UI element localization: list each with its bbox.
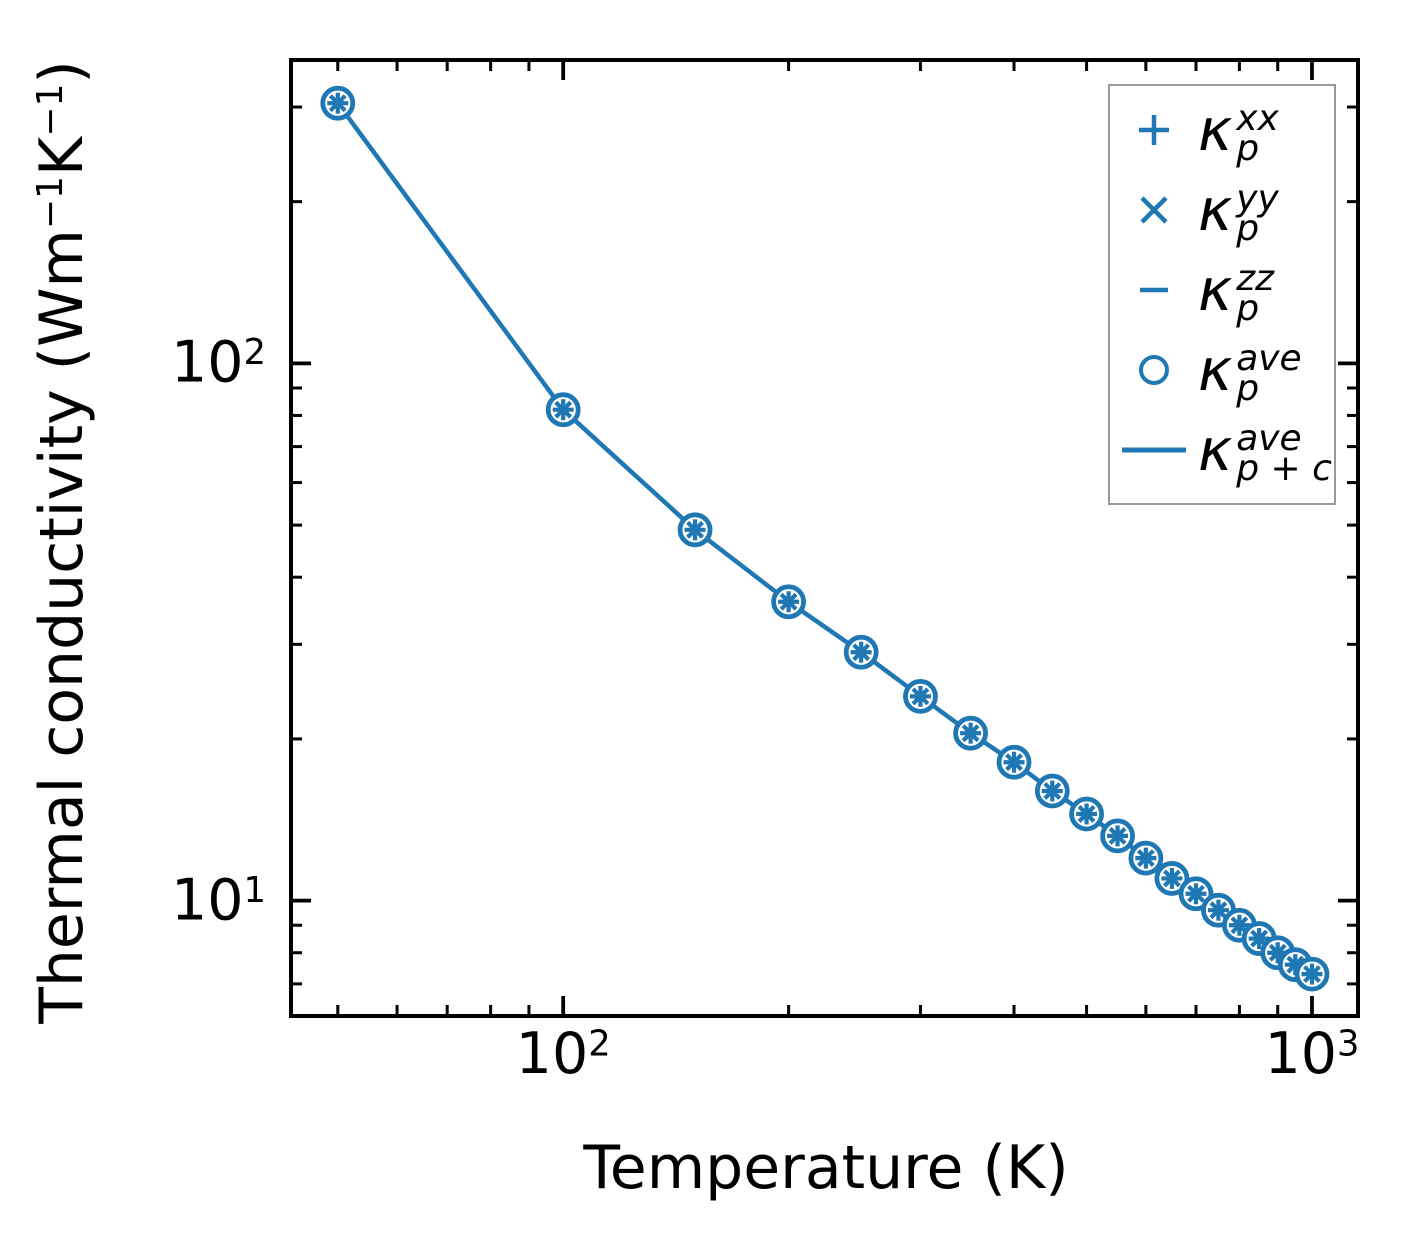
axes-spines (289, 58, 1360, 1018)
data-point-marker (545, 392, 581, 428)
data-point-marker (1100, 818, 1135, 854)
x-axis-label: Temperature (K) (583, 1133, 1068, 1203)
legend-label-sub: p + c (1236, 448, 1332, 489)
kappa-symbol: κ (1198, 416, 1233, 484)
legend-label: κ zz p (1198, 256, 1274, 329)
line-sample-icon (1110, 422, 1198, 478)
data-point-marker (996, 744, 1032, 780)
legend-label-supsub: zz p (1236, 257, 1274, 329)
plus-marker-icon (1110, 102, 1198, 158)
legend-label-sup: ave (1236, 337, 1302, 379)
legend-label-sup: xx (1236, 97, 1279, 139)
y-axis-label-mid: K (27, 136, 97, 177)
legend-label-sub: p (1236, 208, 1260, 249)
x-axis-label-text: Temperature (K) (583, 1133, 1069, 1203)
legend-item-kappa-xx: κ xx p (1110, 90, 1334, 170)
legend: κ xx p κ yy p (1108, 84, 1336, 505)
y-axis-label-post: ) (27, 60, 97, 84)
data-point-marker (1178, 876, 1214, 912)
y-axis-label-text: Thermal conductivity (Wm (27, 229, 97, 1024)
legend-label: κ xx p (1198, 96, 1279, 169)
data-point-marker (903, 678, 938, 714)
legend-label-sup: yy (1236, 177, 1279, 219)
data-point-marker (1069, 796, 1104, 832)
legend-label: κ ave p + c (1198, 416, 1332, 489)
y-tick-label: 101 (170, 867, 266, 934)
y-axis-label-sup: −1 (30, 176, 72, 230)
data-point-marker (953, 715, 988, 751)
y-axis-label: Thermal conductivity (Wm−1K−1) (27, 60, 97, 1024)
legend-label-sup: zz (1236, 257, 1274, 299)
data-point-marker (320, 85, 356, 121)
data-point-marker (1154, 861, 1190, 896)
legend-label-sub: p (1236, 288, 1260, 329)
data-point-marker (1128, 840, 1164, 876)
legend-item-kappa-yy: κ yy p (1110, 170, 1334, 250)
data-point-marker (1260, 935, 1296, 971)
legend-label-sup: ave (1236, 417, 1302, 459)
data-point-marker (1294, 956, 1330, 992)
kappa-symbol: κ (1198, 256, 1233, 324)
data-point-marker (843, 634, 879, 670)
x-marker-icon (1110, 182, 1198, 238)
y-tick-label: 102 (170, 329, 266, 396)
legend-label-sub: p (1236, 128, 1260, 169)
legend-label-sub: p (1236, 368, 1260, 409)
legend-label-supsub: ave p + c (1236, 417, 1332, 489)
legend-item-kappa-ave: κ ave p (1110, 330, 1334, 410)
x-tick-label: 103 (1264, 1021, 1360, 1087)
data-point-marker (677, 512, 713, 548)
data-point-marker (1034, 773, 1070, 809)
circle-marker-icon (1110, 342, 1198, 398)
legend-label-supsub: yy p (1236, 177, 1279, 249)
legend-label: κ yy p (1198, 176, 1279, 249)
hline-marker-icon (1110, 262, 1198, 318)
kappa-symbol: κ (1198, 336, 1233, 404)
legend-item-kappa-zz: κ zz p (1110, 250, 1334, 330)
kappa-symbol: κ (1198, 96, 1233, 164)
legend-label-supsub: xx p (1236, 97, 1279, 169)
y-axis-label-sup: −1 (30, 83, 72, 137)
axis-ticks (291, 60, 1358, 1016)
data-point-markers (320, 85, 1330, 992)
legend-item-kappa-p-plus-c-ave: κ ave p + c (1110, 410, 1334, 490)
data-point-marker (771, 584, 807, 620)
x-tick-label: 102 (515, 1021, 611, 1087)
legend-label-supsub: ave p (1236, 337, 1302, 409)
legend-label: κ ave p (1198, 336, 1302, 409)
kappa-symbol: κ (1198, 176, 1233, 244)
